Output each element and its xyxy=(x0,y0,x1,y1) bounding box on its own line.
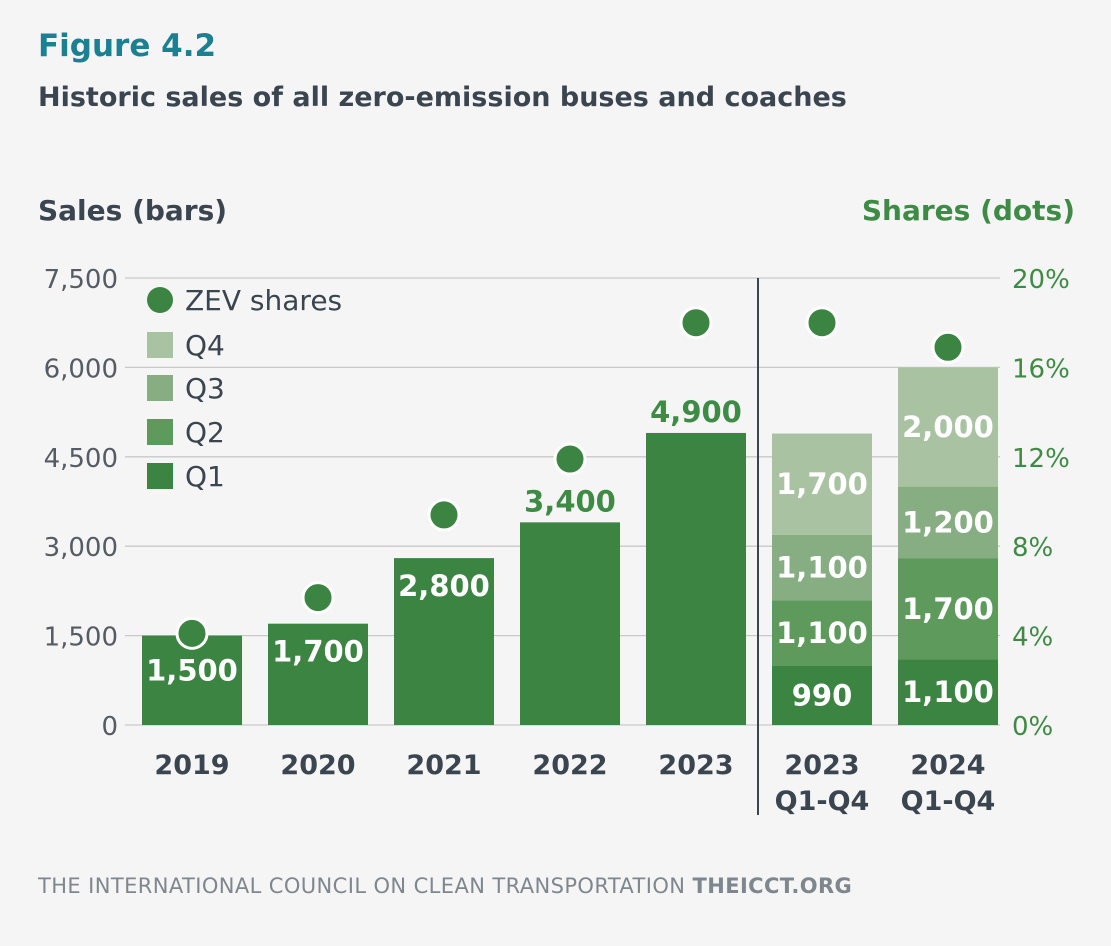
zev-sales-chart: Sales (bars) Shares (dots) 0 0% 1,500 4% 3,0… xyxy=(38,194,1075,817)
footer: THE INTERNATIONAL COUNCIL ON CLEAN TRANS… xyxy=(38,874,852,898)
share-dot-quarterly xyxy=(931,330,965,364)
footer-site: THEICCT.ORG xyxy=(692,874,853,898)
bar-value-label: 2,800 xyxy=(398,569,490,603)
right-tick-label: 4% xyxy=(1012,623,1053,653)
share-dot-2020 xyxy=(301,581,335,615)
category-label: 2019 xyxy=(154,750,229,781)
bars xyxy=(142,367,998,725)
segment-value-label: 1,200 xyxy=(902,505,994,539)
left-tick-label: 3,000 xyxy=(44,533,118,563)
bar-segment-q3 xyxy=(898,486,998,559)
legend-label: ZEV shares xyxy=(185,284,342,317)
left-tick-label: 0 xyxy=(101,712,118,742)
bar-segment-q3 xyxy=(772,534,872,601)
right-tick-label: 12% xyxy=(1012,444,1070,474)
bar-value-label: 3,400 xyxy=(524,484,616,518)
category-label-line1: 2024 xyxy=(910,750,985,781)
bar-annual-2022 xyxy=(520,522,620,725)
bar-value-label: 1,500 xyxy=(146,654,238,688)
segment-value-label: 1,700 xyxy=(902,592,994,626)
bar-segment-q2 xyxy=(772,600,872,666)
share-dot-2021 xyxy=(427,498,461,532)
category-label: 2023 xyxy=(658,750,733,781)
bar-segment-q1 xyxy=(772,665,872,725)
axis-ticks: 0 0% 1,500 4% 3,000 8% 4,500 12% 6,000 16% 7,500 20… xyxy=(44,265,1070,742)
bar-value-labels: 1,500 1,700 2,800 3,400 4,900 990 1,100 1,100 1,… xyxy=(146,395,994,713)
share-dot-2019 xyxy=(175,616,209,650)
category-label-line1: 2023 xyxy=(784,750,859,781)
legend-label: Q1 xyxy=(185,460,225,493)
footer-org: THE INTERNATIONAL COUNCIL ON CLEAN TRANS… xyxy=(38,874,686,898)
legend: ZEV shares Q4 Q3 Q2 Q1 xyxy=(147,284,342,493)
share-dots xyxy=(175,306,965,650)
bar-segment-q4 xyxy=(772,433,872,535)
left-tick-label: 4,500 xyxy=(44,444,118,474)
legend-swatch-q3 xyxy=(147,375,173,401)
category-label: 2020 xyxy=(280,750,355,781)
segment-value-label: 2,000 xyxy=(902,410,994,444)
right-tick-label: 20% xyxy=(1012,265,1070,295)
left-axis-title: Sales (bars) xyxy=(38,194,227,227)
bar-value-label: 1,700 xyxy=(272,635,364,669)
bar-segment-q1 xyxy=(898,659,998,725)
segment-value-label: 1,100 xyxy=(776,551,868,585)
left-tick-label: 6,000 xyxy=(44,354,118,384)
chart-title: Historic sales of all zero-emission buse… xyxy=(38,82,847,113)
share-dot-2022 xyxy=(553,442,587,476)
legend-label: Q3 xyxy=(185,372,225,405)
right-tick-label: 8% xyxy=(1012,533,1053,563)
legend-swatch-q2 xyxy=(147,419,173,445)
share-dot-quarterly xyxy=(805,306,839,340)
segment-value-label: 1,100 xyxy=(776,616,868,650)
share-dot-2023 xyxy=(679,306,713,340)
bar-annual-2021 xyxy=(394,558,494,725)
category-labels: 2019 2020 2021 2022 2023 2023 Q1-Q4 2024 Q1-Q4 xyxy=(154,750,995,817)
bar-value-label: 4,900 xyxy=(650,395,742,429)
legend-label: Q4 xyxy=(185,329,225,362)
bar-segment-q4 xyxy=(898,367,998,487)
bar-annual-2020 xyxy=(268,623,368,725)
left-tick-label: 1,500 xyxy=(44,623,118,653)
category-label-line2: Q1-Q4 xyxy=(901,786,996,817)
legend-swatch-q1 xyxy=(147,463,173,489)
bar-segment-q2 xyxy=(898,558,998,660)
right-tick-label: 16% xyxy=(1012,354,1070,384)
legend-label: Q2 xyxy=(185,416,225,449)
segment-value-label: 990 xyxy=(792,678,853,712)
category-label-line2: Q1-Q4 xyxy=(775,786,870,817)
legend-swatch-q4 xyxy=(147,332,173,358)
category-label: 2022 xyxy=(532,750,607,781)
right-axis-title: Shares (dots) xyxy=(862,194,1075,227)
left-tick-label: 7,500 xyxy=(44,265,118,295)
segment-value-label: 1,700 xyxy=(776,467,868,501)
category-label: 2021 xyxy=(406,750,481,781)
bar-annual-2023 xyxy=(646,432,746,725)
figure-label: Figure 4.2 xyxy=(38,28,217,64)
legend-marker-zev-shares xyxy=(147,287,173,313)
bar-annual-2019 xyxy=(142,635,242,725)
segment-value-label: 1,100 xyxy=(902,675,994,709)
right-tick-label: 0% xyxy=(1012,712,1053,742)
